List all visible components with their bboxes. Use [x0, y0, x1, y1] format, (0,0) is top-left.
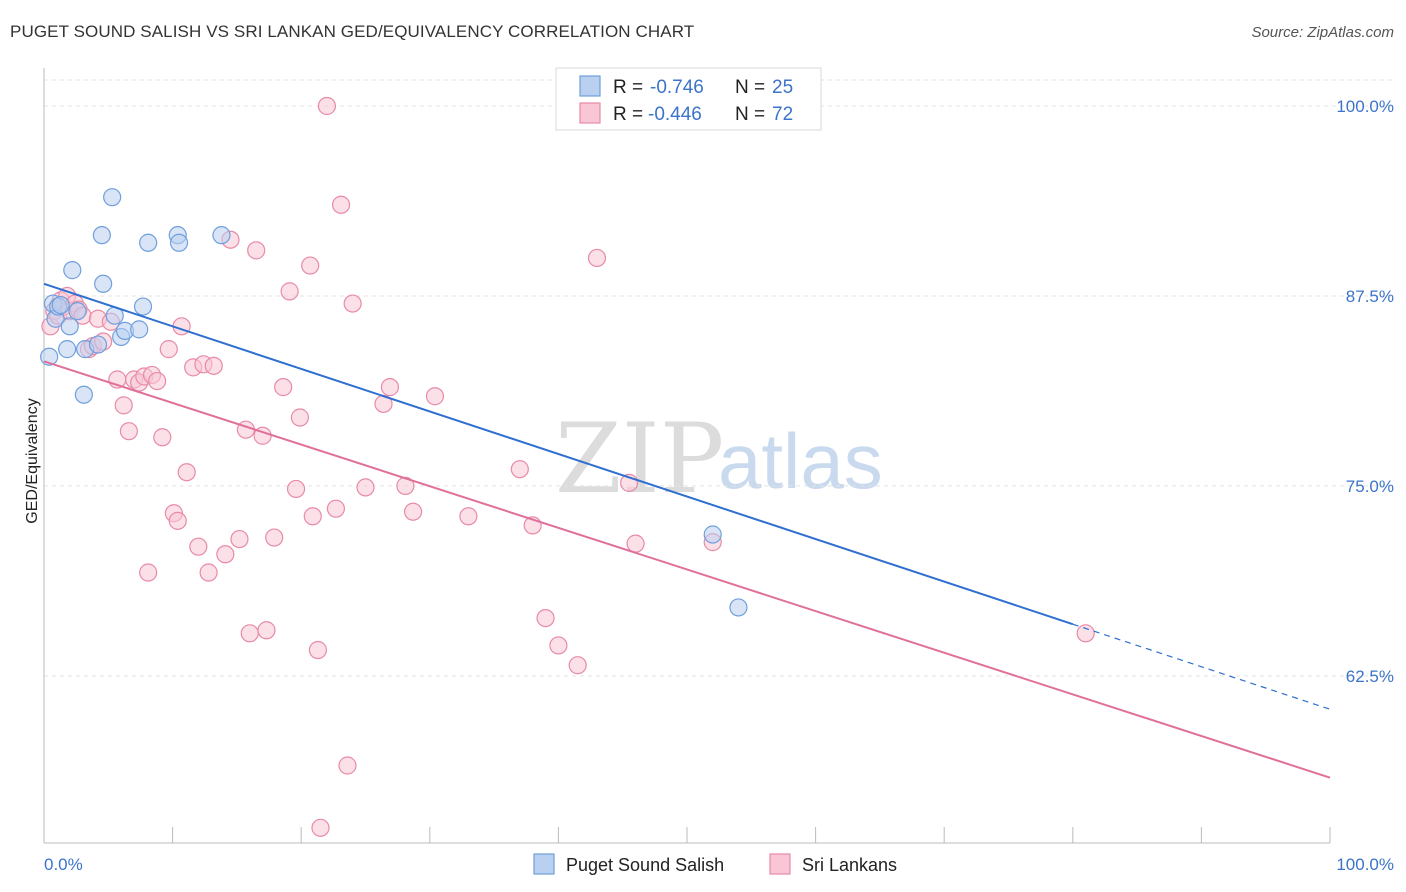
point-puget-sound-salish [88, 335, 108, 354]
point-sri-lankans [274, 378, 293, 397]
watermark-zip: ZIP [555, 403, 724, 515]
trend-line-puget-sound-salish [43, 282, 1074, 626]
point-sri-lankans [303, 507, 322, 526]
y-axis-title: GED/Equivalency [24, 398, 41, 523]
legend-swatch-srilankan [579, 102, 601, 124]
point-sri-lankans [626, 534, 645, 553]
y-tick-labels: 62.5% 75.0% 87.5% 100.0% [1336, 97, 1394, 686]
point-sri-lankans [356, 478, 375, 497]
chart-title: PUGET SOUND SALISH VS SRI LANKAN GED/EQU… [10, 22, 695, 41]
point-sri-lankans [568, 656, 587, 675]
legend-swatch-puget [579, 75, 601, 97]
source-credit: Source: ZipAtlas.com [1251, 24, 1394, 41]
point-sri-lankans [139, 563, 158, 582]
bottom-legend-swatch-srilankan [769, 853, 791, 875]
point-puget-sound-salish [130, 320, 149, 339]
point-sri-lankans [216, 545, 235, 564]
point-puget-sound-salish [68, 302, 87, 321]
point-sri-lankans [257, 621, 276, 640]
point-sri-lankans [403, 502, 423, 521]
point-sri-lankans [311, 818, 330, 837]
point-puget-sound-salish [94, 274, 113, 293]
point-puget-sound-salish [63, 261, 82, 280]
legend-r-label-puget: R = [613, 77, 643, 98]
point-sri-lankans [587, 248, 607, 268]
point-sri-lankans [326, 499, 346, 518]
point-sri-lankans [1076, 624, 1095, 643]
point-sri-lankans [308, 640, 328, 660]
point-sri-lankans [510, 460, 529, 479]
point-puget-sound-salish [51, 295, 70, 315]
point-sri-lankans [317, 96, 337, 116]
legend-n-value-srilankan: 72 [772, 104, 793, 125]
x-tick-label-min: 0.0% [44, 855, 83, 874]
point-sri-lankans [290, 408, 310, 427]
point-puget-sound-salish [133, 297, 153, 316]
point-sri-lankans [148, 371, 167, 391]
series-legend: Puget Sound Salish Sri Lankans [533, 853, 897, 875]
point-sri-lankans [199, 563, 218, 582]
legend-r-label-srilankan: R = [613, 104, 643, 125]
bottom-legend-label-puget: Puget Sound Salish [566, 855, 724, 875]
point-sri-lankans [331, 195, 351, 214]
point-puget-sound-salish [103, 188, 122, 207]
point-sri-lankans [280, 282, 299, 301]
bottom-legend-swatch-puget [533, 853, 555, 875]
point-puget-sound-salish [703, 525, 722, 544]
trend-line-puget-sound-salish-extension [1072, 623, 1331, 710]
point-sri-lankans [153, 428, 172, 447]
point-puget-sound-salish [60, 317, 79, 336]
point-sri-lankans [247, 241, 266, 260]
gridlines [44, 79, 1394, 677]
trend-line-sri-lankans [43, 360, 1331, 779]
point-sri-lankans [536, 608, 555, 628]
point-sri-lankans [189, 537, 208, 556]
trend-lines [43, 282, 1331, 779]
point-sri-lankans [459, 507, 478, 526]
point-puget-sound-salish [92, 226, 111, 245]
point-puget-sound-salish [58, 340, 77, 359]
point-sri-lankans [159, 340, 178, 359]
point-sri-lankans [119, 422, 138, 441]
y-tick-label: 100.0% [1336, 97, 1394, 116]
point-sri-lankans [265, 528, 284, 547]
point-puget-sound-salish [212, 226, 231, 245]
legend-n-label-puget: N = [735, 77, 765, 98]
watermark: ZIP atlas [555, 403, 883, 515]
x-ticks [43, 827, 1331, 843]
point-sri-lankans [301, 256, 320, 275]
data-points [40, 96, 1095, 837]
x-tick-label-max: 100.0% [1336, 855, 1394, 874]
y-tick-label: 62.5% [1346, 667, 1394, 686]
y-tick-label: 87.5% [1346, 287, 1394, 306]
bottom-legend-label-srilankan: Sri Lankans [802, 855, 897, 875]
legend-n-label-srilankan: N = [735, 104, 765, 125]
point-sri-lankans [343, 294, 362, 313]
watermark-atlas: atlas [718, 417, 883, 505]
point-puget-sound-salish [74, 385, 93, 404]
point-sri-lankans [240, 624, 259, 643]
point-sri-lankans [168, 511, 187, 530]
point-sri-lankans [286, 479, 306, 499]
point-sri-lankans [380, 378, 400, 397]
point-sri-lankans [114, 396, 133, 415]
legend-r-value-puget: -0.746 [650, 77, 704, 98]
point-puget-sound-salish [729, 598, 748, 617]
point-sri-lankans [230, 529, 249, 549]
legend-n-value-puget: 25 [772, 77, 793, 98]
point-sri-lankans [177, 463, 196, 482]
point-sri-lankans [425, 387, 445, 406]
y-tick-label: 75.0% [1346, 477, 1394, 496]
point-sri-lankans [338, 756, 357, 775]
legend-r-value-srilankan: -0.446 [648, 104, 702, 125]
point-sri-lankans [549, 636, 568, 655]
point-sri-lankans [204, 356, 223, 375]
stats-legend: R = -0.746 N = 25 R = -0.446 N = 72 [555, 67, 822, 131]
point-puget-sound-salish [139, 233, 158, 252]
point-puget-sound-salish [169, 233, 189, 252]
